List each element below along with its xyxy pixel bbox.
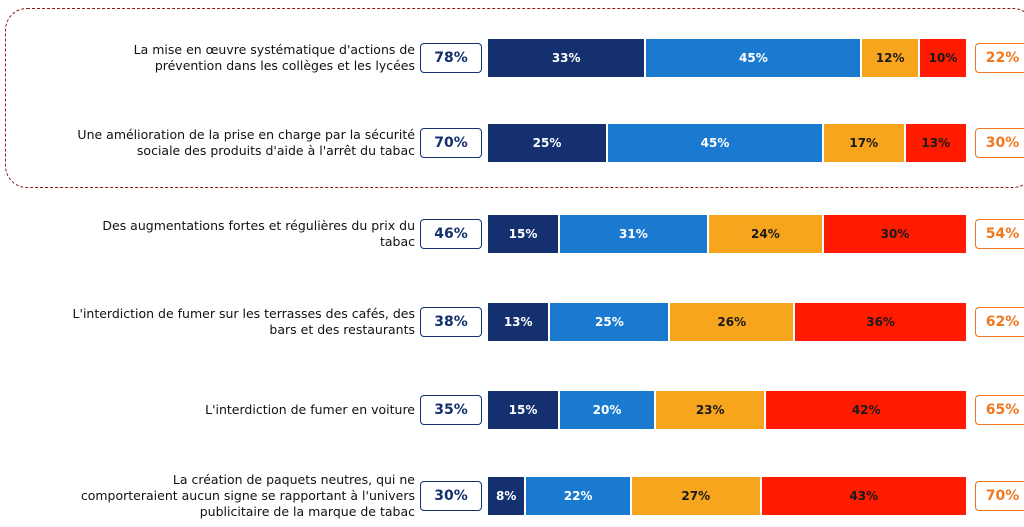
- bar-segment: 10%: [919, 38, 967, 78]
- bar-segment: 23%: [655, 390, 766, 430]
- left-total: 46%: [420, 219, 482, 249]
- category-label: L'interdiction de fumer sur les terrasse…: [72, 306, 415, 337]
- bar-segment: 13%: [487, 302, 550, 342]
- left-total: 35%: [420, 395, 482, 425]
- category-label: Une amélioration de la prise en charge p…: [77, 127, 415, 158]
- highlight-frame: [5, 8, 1024, 188]
- bar-segment: 20%: [559, 390, 655, 430]
- right-total: 62%: [975, 307, 1024, 337]
- left-total: 30%: [420, 481, 482, 511]
- left-total: 70%: [420, 128, 482, 158]
- bar-segment: 42%: [765, 390, 967, 430]
- bar-segment: 43%: [760, 476, 967, 516]
- bar-segment: 30%: [823, 214, 967, 254]
- bar-segment: 17%: [823, 123, 905, 163]
- bar-segment: 25%: [549, 302, 670, 342]
- bar-segment: 45%: [607, 123, 823, 163]
- bar-segment: 26%: [669, 302, 795, 342]
- bar-segment: 33%: [487, 38, 646, 78]
- bar-segment: 15%: [487, 390, 559, 430]
- left-total: 38%: [420, 307, 482, 337]
- category-label: Des augmentations fortes et régulières d…: [102, 218, 415, 249]
- bar-segment: 27%: [631, 476, 761, 516]
- bar-segment: 13%: [904, 123, 967, 163]
- bar-segment: 8%: [487, 476, 526, 516]
- bar-segment: 25%: [487, 123, 607, 163]
- category-label: La mise en œuvre systématique d'actions …: [133, 42, 415, 73]
- bar-segment: 45%: [645, 38, 862, 78]
- bar-segment: 24%: [707, 214, 823, 254]
- right-total: 70%: [975, 481, 1024, 511]
- right-total: 30%: [975, 128, 1024, 158]
- bar-segment: 22%: [525, 476, 631, 516]
- category-label: L'interdiction de fumer en voiture: [205, 402, 415, 417]
- bar-segment: 12%: [861, 38, 919, 78]
- right-total: 54%: [975, 219, 1024, 249]
- right-total: 22%: [975, 43, 1024, 73]
- bar-segment: 36%: [794, 302, 967, 342]
- category-label: La création de paquets neutres, qui ne c…: [80, 472, 415, 519]
- bar-segment: 15%: [487, 214, 559, 254]
- bar-segment: 31%: [559, 214, 708, 254]
- right-total: 65%: [975, 395, 1024, 425]
- left-total: 78%: [420, 43, 482, 73]
